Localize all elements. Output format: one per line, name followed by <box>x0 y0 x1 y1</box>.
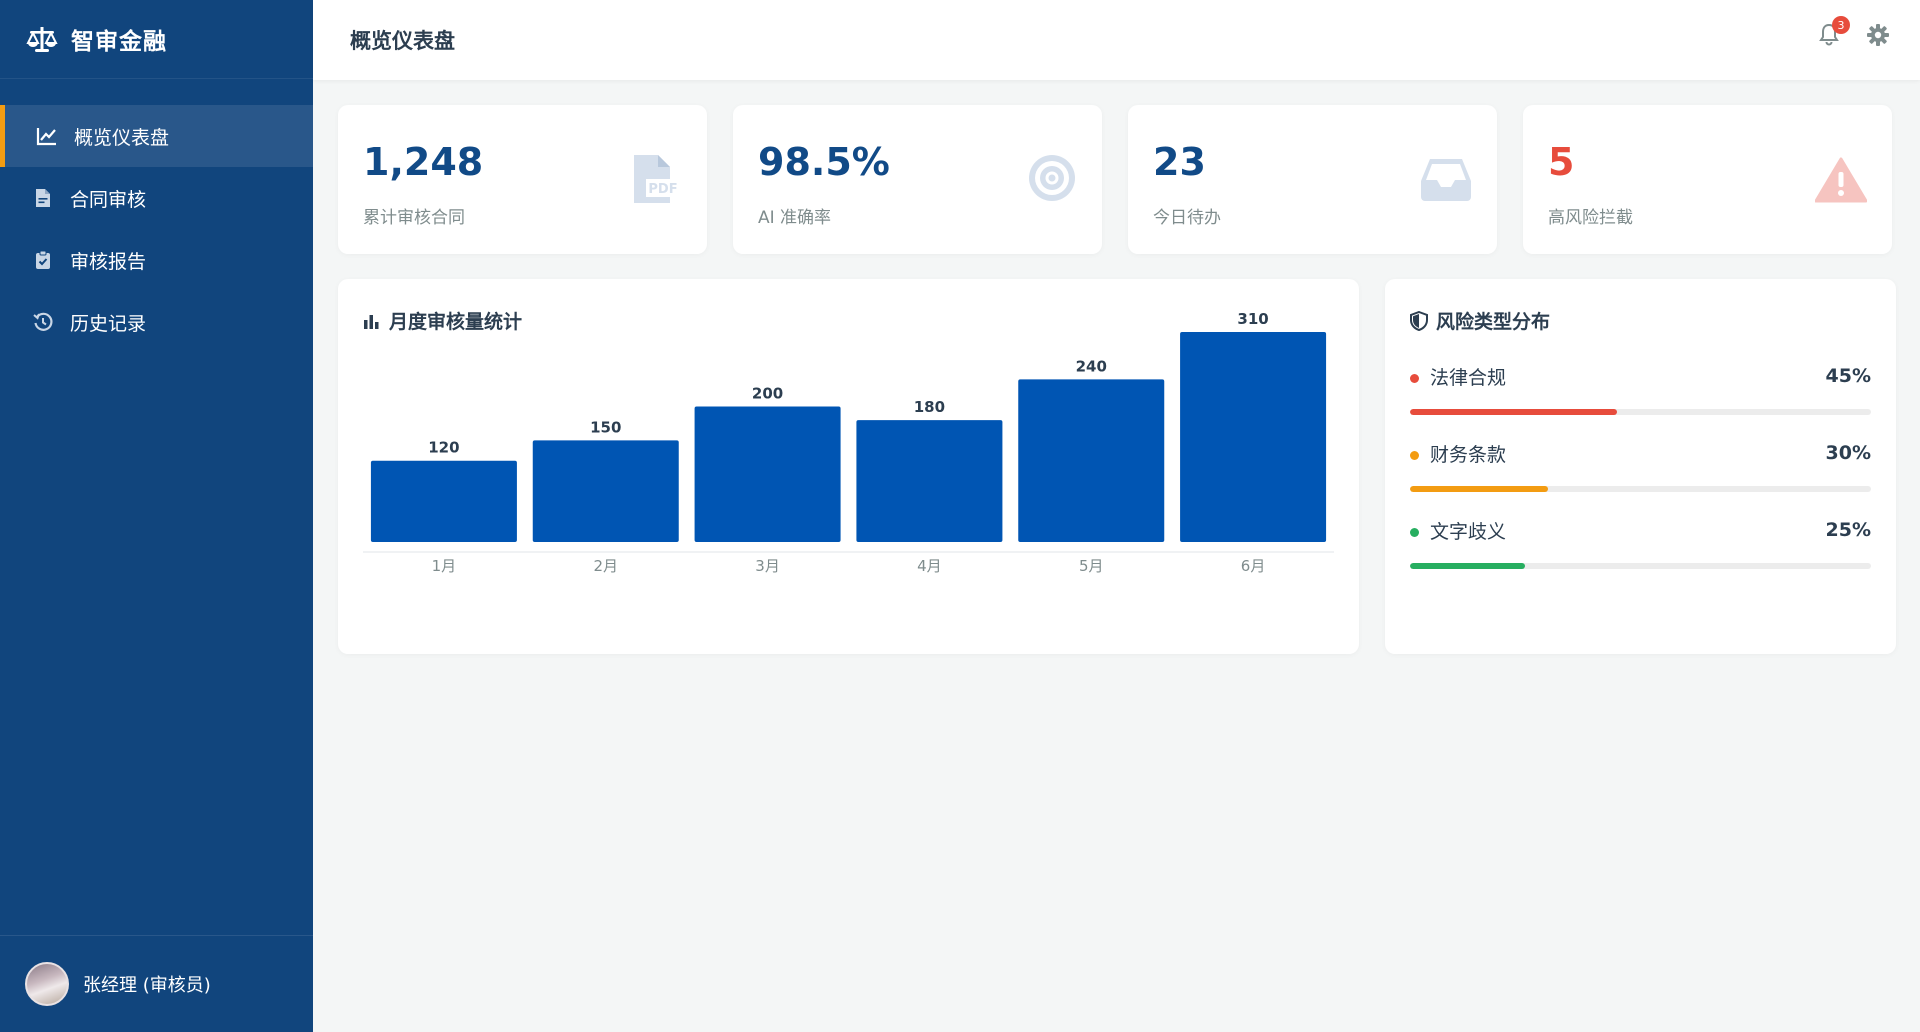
bar-value-label: 310 <box>1237 310 1268 328</box>
user-name: 张经理 (审核员) <box>83 975 211 996</box>
risk-name: 财务条款 <box>1410 440 1506 467</box>
bar-value-label: 180 <box>914 398 945 416</box>
risk-dot <box>1410 527 1419 537</box>
risk-progress-fill <box>1410 409 1618 415</box>
sidebar: 智审金融 概览仪表盘 合同审核 审核报告 历史记录 <box>0 0 313 1032</box>
risk-title-text: 风险类型分布 <box>1436 311 1551 333</box>
chart-title: 月度审核量统计 <box>363 307 522 334</box>
sidebar-item-dashboard[interactable]: 概览仪表盘 <box>0 105 313 167</box>
risk-dot <box>1410 373 1419 383</box>
file-pdf-icon: PDF <box>634 155 680 203</box>
header-actions: 3 <box>1818 16 1890 48</box>
balance-scale-icon <box>26 27 58 52</box>
stat-value: 5 <box>1548 140 1575 184</box>
bar-value-label: 240 <box>1076 357 1107 375</box>
warning-icon <box>1815 157 1867 203</box>
brand-name: 智审金融 <box>71 29 167 55</box>
x-tick-label: 4月 <box>917 557 942 575</box>
notification-badge: 3 <box>1832 16 1850 34</box>
bar-value-label: 120 <box>428 439 459 457</box>
sidebar-item-label: 概览仪表盘 <box>74 126 170 149</box>
stat-card-high-risk: 5 高风险拦截 <box>1523 105 1892 254</box>
inbox-icon <box>1421 159 1471 201</box>
risk-name-text: 财务条款 <box>1430 443 1507 466</box>
risk-title: 风险类型分布 <box>1410 307 1550 334</box>
stat-label: AI 准确率 <box>758 208 832 228</box>
x-tick-label: 5月 <box>1079 557 1104 575</box>
risk-item-legal: 法律合规 45% <box>1410 364 1871 415</box>
sidebar-item-label: 合同审核 <box>70 188 147 211</box>
page-title: 概览仪表盘 <box>350 29 455 53</box>
sidebar-item-label: 审核报告 <box>70 250 147 273</box>
file-pdf-icon <box>32 187 54 209</box>
risk-progress-fill <box>1410 563 1526 569</box>
risk-item-finance: 财务条款 30% <box>1410 441 1871 492</box>
risk-progress-track <box>1410 563 1871 569</box>
sidebar-item-review-report[interactable]: 审核报告 <box>0 229 313 291</box>
x-tick-label: 3月 <box>755 557 780 575</box>
stat-card-todo-today: 23 今日待办 <box>1128 105 1497 254</box>
risk-progress-track <box>1410 409 1871 415</box>
stat-label: 累计审核合同 <box>363 208 465 228</box>
sidebar-item-contract-review[interactable]: 合同审核 <box>0 167 313 229</box>
notifications-button[interactable]: 3 <box>1818 16 1850 48</box>
risk-item-ambiguity: 文字歧义 25% <box>1410 518 1871 569</box>
risk-name: 法律合规 <box>1410 363 1506 390</box>
risk-percent: 30% <box>1825 442 1871 464</box>
target-icon <box>1029 155 1075 201</box>
risk-progress-track <box>1410 486 1871 492</box>
bar-chart-icon <box>364 314 379 329</box>
sidebar-item-history[interactable]: 历史记录 <box>0 291 313 353</box>
bar-value-label: 200 <box>752 385 783 403</box>
stat-label: 高风险拦截 <box>1548 208 1633 228</box>
bar-2[interactable] <box>532 440 679 542</box>
bar-5[interactable] <box>1018 379 1165 542</box>
risk-name-text: 文字歧义 <box>1430 520 1507 543</box>
sidebar-nav: 概览仪表盘 合同审核 审核报告 历史记录 <box>0 105 313 353</box>
history-icon <box>32 311 54 333</box>
user-profile[interactable]: 张经理 (审核员) <box>0 935 313 1032</box>
clipboard-check-icon <box>32 249 54 271</box>
stat-value: 98.5% <box>758 140 890 184</box>
bar-3[interactable] <box>694 406 841 542</box>
x-tick-label: 6月 <box>1241 557 1266 575</box>
brand[interactable]: 智审金融 <box>0 0 313 79</box>
bar-value-label: 150 <box>590 418 621 436</box>
svg-text:PDF: PDF <box>648 182 677 197</box>
risk-progress-fill <box>1410 486 1549 492</box>
risk-name: 文字歧义 <box>1410 517 1506 544</box>
bar-6[interactable] <box>1180 332 1327 542</box>
sidebar-item-label: 历史记录 <box>70 312 147 335</box>
stat-value: 1,248 <box>363 140 484 184</box>
monthly-chart-card: 月度审核量统计 120 1月 150 2月 200 3月 180 4月 240 5月 310 6月 <box>338 279 1359 654</box>
stat-label: 今日待办 <box>1153 208 1221 228</box>
bar-chart: 120 1月 150 2月 200 3月 180 4月 240 5月 310 6月 <box>363 310 1334 575</box>
gear-icon[interactable] <box>1866 23 1890 47</box>
risk-percent: 25% <box>1825 519 1871 541</box>
stat-card-ai-accuracy: 98.5% AI 准确率 <box>733 105 1102 254</box>
stat-value: 23 <box>1153 140 1206 184</box>
x-tick-label: 2月 <box>593 557 618 575</box>
chart-line-icon <box>36 125 58 147</box>
bar-1[interactable] <box>370 460 517 542</box>
top-header: 概览仪表盘 3 <box>313 0 1920 80</box>
bar-4[interactable] <box>856 420 1003 542</box>
x-tick-label: 1月 <box>432 557 457 575</box>
stat-card-total-contracts: 1,248 累计审核合同 PDF <box>338 105 707 254</box>
risk-name-text: 法律合规 <box>1430 366 1507 389</box>
avatar <box>25 962 69 1006</box>
chart-title-text: 月度审核量统计 <box>389 311 523 333</box>
risk-distribution-card: 风险类型分布 法律合规 45% 财务条款 30% 文字歧义 25% <box>1385 279 1896 654</box>
risk-percent: 45% <box>1825 365 1871 387</box>
risk-dot <box>1410 450 1419 460</box>
shield-icon <box>1410 310 1428 331</box>
